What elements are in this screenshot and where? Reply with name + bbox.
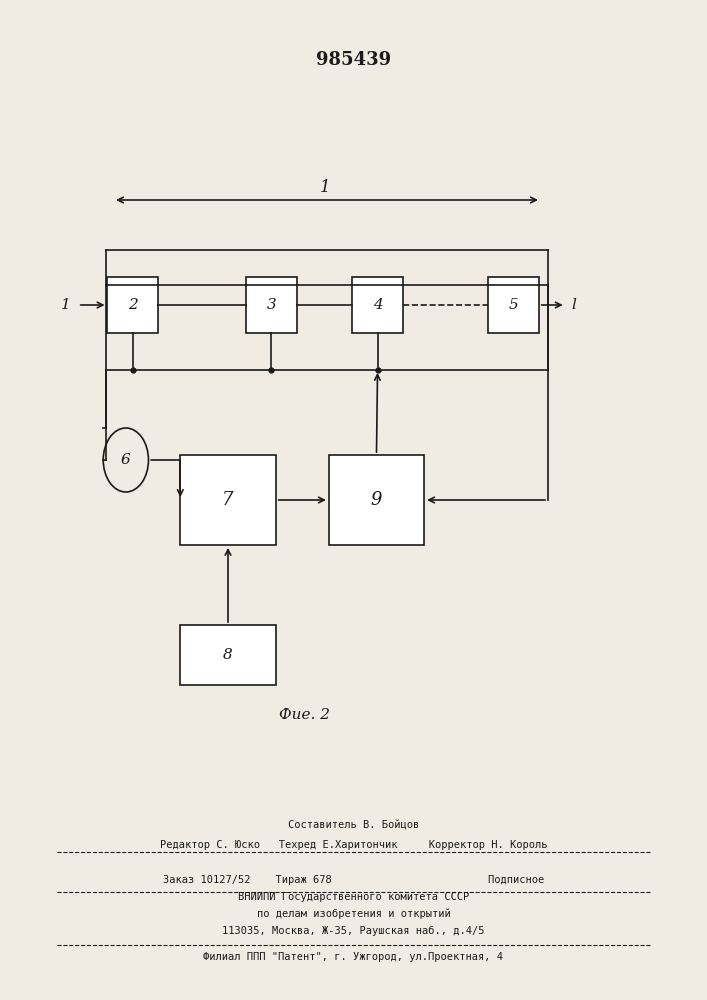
Text: Составитель В. Бойцов: Составитель В. Бойцов: [288, 820, 419, 830]
Text: 4: 4: [373, 298, 382, 312]
Text: ВНИИПИ Государственного комитета СССР: ВНИИПИ Государственного комитета СССР: [238, 892, 469, 902]
Text: Заказ 10127/52    Тираж 678                         Подписное: Заказ 10127/52 Тираж 678 Подписное: [163, 875, 544, 885]
Bar: [488, 277, 539, 332]
Text: 3: 3: [267, 298, 276, 312]
Text: 6: 6: [121, 453, 131, 467]
Bar: [107, 277, 158, 332]
Text: l: l: [571, 298, 576, 312]
Text: 8: 8: [223, 648, 233, 662]
Text: Филиал ППП "Патент", г. Ужгород, ул.Проектная, 4: Филиал ППП "Патент", г. Ужгород, ул.Прое…: [204, 952, 503, 962]
Bar: [180, 455, 276, 545]
Text: по делам изобретения и открытий: по делам изобретения и открытий: [257, 909, 450, 919]
Bar: [180, 625, 276, 685]
Text: 5: 5: [508, 298, 518, 312]
Text: 1: 1: [61, 298, 71, 312]
Text: Фие. 2: Фие. 2: [279, 708, 329, 722]
Bar: [246, 277, 297, 332]
Text: 113035, Москва, Ж-35, Раушская наб., д.4/5: 113035, Москва, Ж-35, Раушская наб., д.4…: [222, 926, 485, 936]
Bar: [329, 455, 424, 545]
Bar: [352, 277, 403, 332]
Text: 985439: 985439: [316, 51, 391, 69]
Text: 2: 2: [128, 298, 138, 312]
Text: 1: 1: [320, 180, 331, 196]
Text: 7: 7: [222, 491, 234, 509]
Text: 9: 9: [370, 491, 382, 509]
Text: Редактор С. Юско   Техред Е.Харитончик     Корректор Н. Король: Редактор С. Юско Техред Е.Харитончик Кор…: [160, 840, 547, 850]
